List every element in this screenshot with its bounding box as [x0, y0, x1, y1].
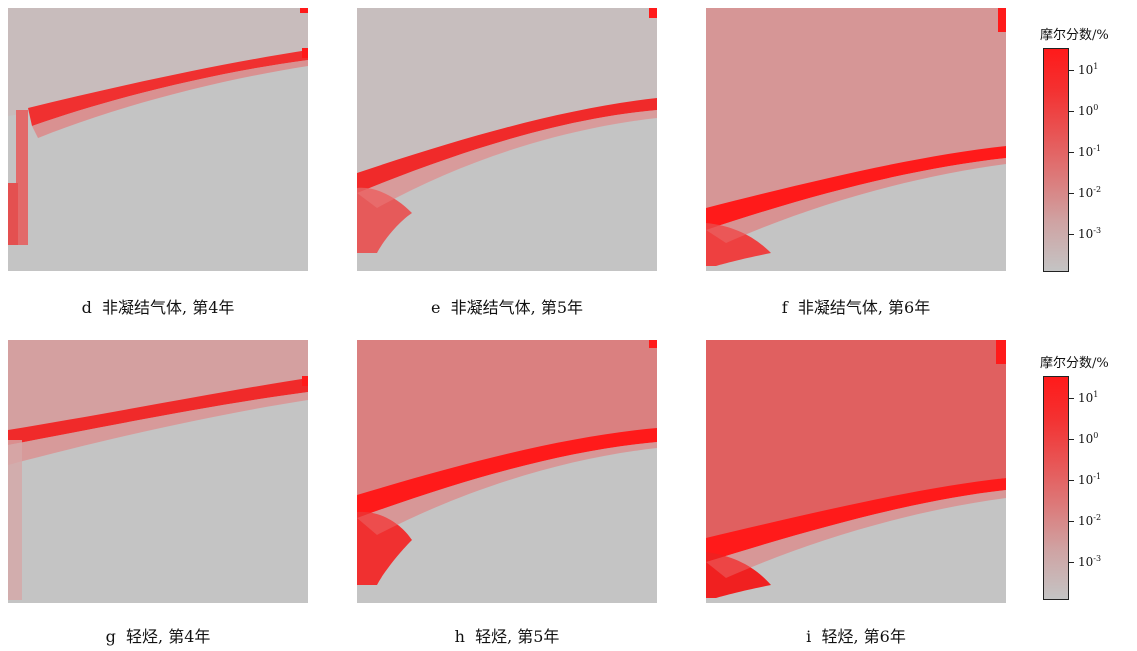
colorbar-gradient: [1043, 48, 1069, 272]
colorbar-top: 摩尔分数/% 101 100 10-1 10-2 10-3: [1040, 24, 1135, 274]
colorbar-title: 摩尔分数/%: [1040, 28, 1109, 43]
colorbar-gradient: [1043, 376, 1069, 600]
panel-i-heatmap: [706, 340, 1006, 603]
panel-g-heatmap: [8, 340, 308, 603]
caption-i: i 轻烃, 第6年: [806, 627, 906, 646]
caption-f: f 非凝结气体, 第6年: [781, 298, 931, 317]
heatmap-g: [8, 340, 308, 603]
colorbar-label: 100: [1078, 431, 1099, 446]
heatmap-f: [706, 8, 1006, 271]
colorbar-label: 10-2: [1078, 513, 1102, 528]
caption-g: g 轻烃, 第4年: [105, 627, 211, 646]
colorbar-label: 10-1: [1078, 472, 1102, 487]
colorbar-label: 10-3: [1078, 554, 1102, 569]
colorbar-label: 10-3: [1078, 226, 1102, 241]
caption-h: h 轻烃, 第5年: [454, 627, 560, 646]
caption-e: e 非凝结气体, 第5年: [431, 298, 583, 317]
colorbar-label: 10-1: [1078, 144, 1102, 159]
heatmap-i: [706, 340, 1006, 603]
panel-f-heatmap: [706, 8, 1006, 271]
caption-d: d 非凝结气体, 第4年: [81, 298, 235, 317]
heatmap-h: [357, 340, 657, 603]
colorbar-title: 摩尔分数/%: [1040, 356, 1109, 371]
heatmap-d: [8, 8, 308, 271]
colorbar-label: 10-2: [1078, 185, 1102, 200]
panel-h-heatmap: [357, 340, 657, 603]
colorbar-label: 101: [1078, 62, 1099, 77]
panel-e-heatmap: [357, 8, 657, 271]
heatmap-e: [357, 8, 657, 271]
colorbar-label: 100: [1078, 103, 1099, 118]
colorbar-bottom: 摩尔分数/% 101 100 10-1 10-2 10-3: [1040, 352, 1135, 602]
panel-d-heatmap: [8, 8, 308, 271]
colorbar-label: 101: [1078, 390, 1099, 405]
